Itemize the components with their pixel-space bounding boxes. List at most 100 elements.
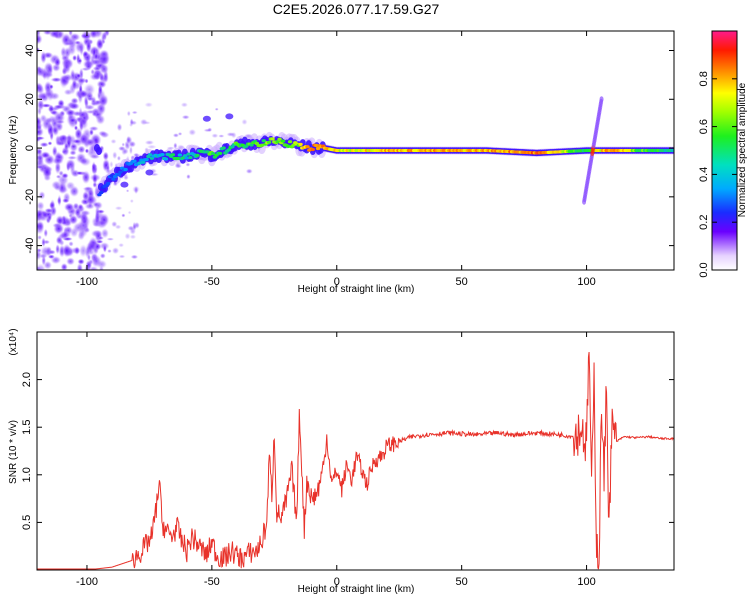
- noise-speck: [37, 46, 41, 53]
- spectrogram-y-label: Frequency (Hz): [8, 116, 19, 185]
- noise-speck: [69, 102, 80, 110]
- noise-speck: [72, 110, 83, 117]
- noise-speck: [59, 230, 72, 239]
- noise-speck: [63, 88, 73, 96]
- noise-speck: [98, 130, 108, 137]
- noise-speck: [39, 142, 49, 148]
- noise-speck: [62, 197, 70, 204]
- spectrogram-panel: -100 -50 0 50 100 -40 -20 0 20 40 Height of stra…: [8, 30, 675, 295]
- noise-speck: [112, 151, 118, 160]
- x-tick-label: 100: [577, 576, 595, 588]
- noise-speck: [55, 119, 66, 125]
- noise-speck: [47, 141, 53, 146]
- noise-speck: [53, 223, 65, 235]
- ridge-core: [226, 148, 232, 152]
- noise-speck: [57, 194, 62, 207]
- noise-speck: [133, 186, 139, 195]
- ridge-core: [105, 181, 111, 186]
- ridge-core: [163, 157, 169, 161]
- noise-speck: [110, 138, 117, 144]
- noise-speck: [91, 111, 98, 117]
- y-tick-label: -40: [24, 238, 36, 254]
- ridge-blob: [120, 181, 129, 188]
- noise-speck: [37, 165, 45, 170]
- noise-speck: [38, 191, 46, 200]
- ridge-core: [286, 144, 291, 148]
- noise-speck: [76, 77, 88, 84]
- noise-speck: [211, 133, 219, 139]
- noise-speck: [37, 221, 42, 231]
- noise-speck: [106, 237, 115, 241]
- noise-speck: [124, 232, 131, 240]
- noise-speck: [188, 128, 197, 136]
- noise-speck: [65, 181, 76, 191]
- noise-speck: [144, 140, 155, 146]
- noise-speck: [37, 33, 43, 45]
- noise-speck: [125, 189, 130, 193]
- noise-speck: [85, 138, 96, 147]
- ridge-core: [259, 143, 265, 147]
- noise-speck: [37, 66, 47, 77]
- noise-speck: [146, 144, 157, 149]
- noise-speck: [126, 135, 131, 145]
- noise-speck: [214, 107, 219, 111]
- ridge-core: [123, 167, 128, 172]
- noise-speck: [116, 155, 121, 161]
- ridge-core: [109, 174, 114, 178]
- x-tick-label: -100: [76, 276, 98, 288]
- noise-speck: [68, 117, 77, 124]
- noise-speck: [92, 173, 98, 185]
- noise-speck: [118, 254, 126, 259]
- ridge-band: [95, 147, 102, 156]
- x-tick-label: -50: [204, 276, 220, 288]
- noise-speck: [41, 116, 53, 131]
- noise-speck: [62, 73, 74, 82]
- noise-speck: [131, 110, 138, 115]
- ridge-blob: [145, 169, 154, 176]
- noise-speck: [241, 118, 248, 126]
- noise-speck: [77, 145, 86, 154]
- noise-speck: [118, 242, 125, 248]
- ridge-core: [261, 139, 267, 143]
- noise-speck: [61, 172, 69, 179]
- noise-speck: [98, 53, 110, 66]
- noise-speck: [80, 215, 91, 228]
- noise-speck: [49, 201, 56, 210]
- noise-speck: [77, 203, 84, 211]
- noise-speck: [127, 225, 135, 232]
- noise-speck: [68, 214, 79, 225]
- ridge-core: [175, 156, 181, 161]
- colorbar-label: Normalized spectral amplitude: [737, 82, 748, 217]
- noise-speck: [102, 244, 107, 253]
- noise-speck: [60, 262, 68, 270]
- noise-speck: [83, 94, 89, 107]
- frequency-ridge: [92, 96, 674, 205]
- noise-speck: [124, 142, 131, 150]
- colorbar-tick-label: 0.2: [698, 215, 710, 230]
- noise-speck: [48, 84, 54, 90]
- noise-speck: [111, 247, 120, 255]
- noise-speck: [41, 211, 49, 219]
- y-tick-label: 2.0: [21, 372, 33, 387]
- colorbar-ticks: 0.0 0.2 0.4 0.6 0.8: [698, 71, 737, 278]
- ridge-core: [118, 170, 123, 174]
- ridge-core: [670, 148, 674, 153]
- snr-series-line: [37, 351, 674, 570]
- noise-speck: [77, 58, 83, 64]
- noise-speck: [144, 102, 154, 108]
- x-tick-label: 50: [456, 276, 468, 288]
- noise-speck: [47, 249, 56, 255]
- y-tick-label: 20: [24, 93, 36, 105]
- colorbar-tick-label: 0.6: [698, 119, 710, 134]
- noise-speck: [94, 205, 100, 219]
- ridge-core: [144, 157, 149, 162]
- noise-speck: [48, 31, 61, 39]
- noise-speck: [83, 83, 96, 96]
- noise-speck: [95, 114, 106, 125]
- ridge-core: [221, 146, 226, 150]
- noise-speck: [173, 142, 178, 150]
- noise-speck: [61, 149, 67, 155]
- colorbar: 0.0 0.2 0.4 0.6 0.8 Normalized spectral ampl…: [698, 30, 748, 278]
- noise-speck: [80, 33, 92, 40]
- ridge-core: [98, 190, 104, 195]
